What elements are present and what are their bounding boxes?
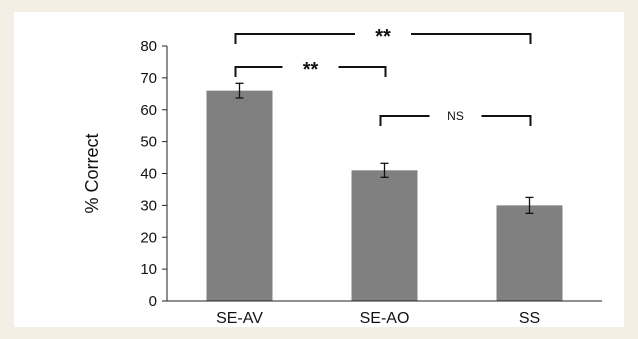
y-tick-label: 80 [140, 38, 157, 55]
chart-panel: 0 10 20 30 40 50 60 70 80 ** ** NS SE-AV SE-AO SS % … [14, 12, 624, 327]
bar-ss [496, 205, 563, 301]
significance-label: ** [375, 26, 391, 48]
y-tick-label: 30 [140, 197, 157, 214]
bar-se-ao [351, 170, 418, 301]
x-category-label: SS [519, 310, 540, 327]
x-category-label: SE-AO [360, 310, 410, 327]
y-tick-label: 40 [140, 166, 157, 183]
bracket-left [379, 115, 430, 126]
x-category-label: SE-AV [216, 310, 263, 327]
bracket-right [338, 66, 387, 77]
bracket-left [234, 33, 355, 44]
y-tick-label: 70 [140, 70, 157, 87]
significance-label: NS [447, 109, 464, 123]
y-axis-label: % Correct [82, 133, 102, 213]
bracket-right [481, 115, 532, 126]
bracket-right [411, 33, 532, 44]
y-tick-label: 50 [140, 134, 157, 151]
y-tick-label: 60 [140, 102, 157, 119]
significance-bracket: ** [234, 26, 532, 48]
bar-chart: 0 10 20 30 40 50 60 70 80 ** ** NS SE-AV SE-AO SS % … [82, 26, 602, 327]
significance-label: ** [303, 59, 319, 81]
bar-se-av [206, 90, 273, 301]
bracket-left [234, 66, 283, 77]
y-tick-label: 0 [149, 293, 157, 310]
y-tick-label: 10 [140, 261, 157, 278]
y-tick-label: 20 [140, 229, 157, 246]
significance-bracket: NS [379, 109, 532, 126]
significance-bracket: ** [234, 59, 387, 81]
